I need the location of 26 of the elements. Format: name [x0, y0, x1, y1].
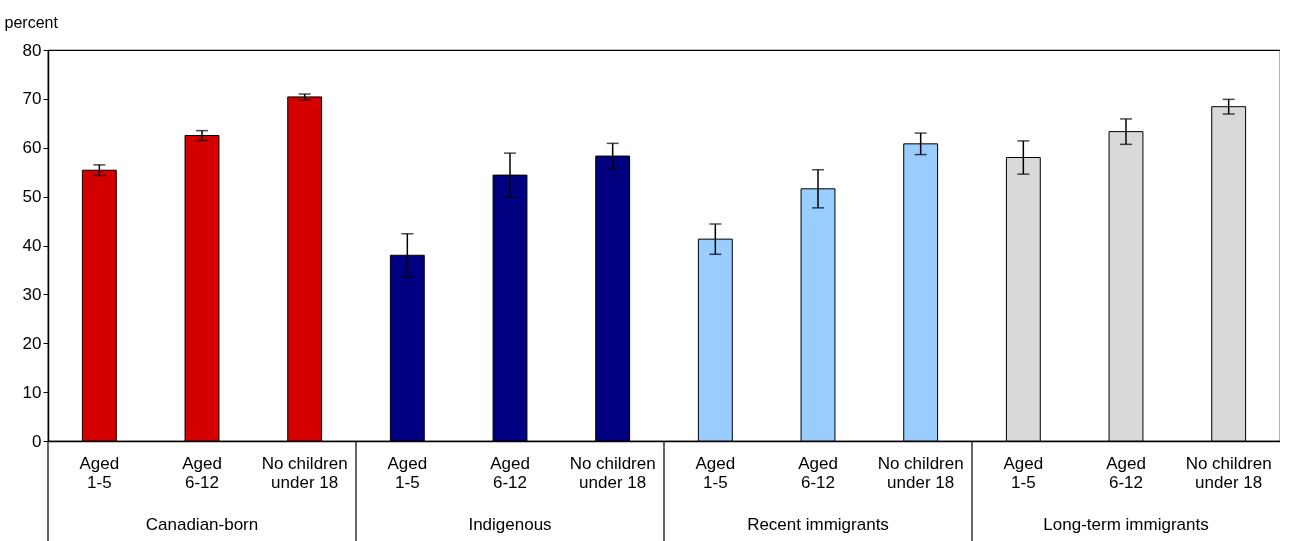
y-tick-label: 60: [22, 138, 42, 158]
y-tick-label: 30: [22, 284, 42, 304]
y-tick-label: 50: [22, 187, 42, 207]
y-tick-label: 70: [22, 89, 42, 109]
x-tick-label: No children under 18: [877, 453, 964, 492]
x-tick-label: No children under 18: [261, 453, 348, 492]
x-tick-label: Aged 1-5: [1003, 453, 1044, 492]
x-tick-label: Aged 1-5: [79, 453, 120, 492]
x-tick-label: Aged 6-12: [182, 453, 222, 492]
text: Canadian-born: [145, 515, 259, 534]
x-tick-label: Aged 6-12: [1106, 453, 1146, 492]
y-tick-label: 80: [22, 40, 42, 60]
x-tick-label: Aged 1-5: [387, 453, 428, 492]
text: Recent immigrants: [747, 515, 889, 534]
y-axis-title: percent: [4, 13, 59, 31]
x-tick-label: No children under 18: [569, 453, 656, 492]
text: Long-term immigrants: [1043, 515, 1209, 534]
y-tick-label: 10: [22, 382, 42, 402]
text: Indigenous: [468, 515, 552, 534]
x-tick-label: Aged 6-12: [798, 453, 838, 492]
y-tick-label: 40: [22, 236, 42, 255]
x-tick-label: Aged 6-12: [490, 453, 530, 492]
y-tick-label: 20: [22, 333, 42, 353]
x-tick-label: No children under 18: [1185, 453, 1272, 492]
x-tick-label: Aged 1-5: [695, 453, 736, 492]
y-tick-label: 0: [32, 431, 42, 451]
